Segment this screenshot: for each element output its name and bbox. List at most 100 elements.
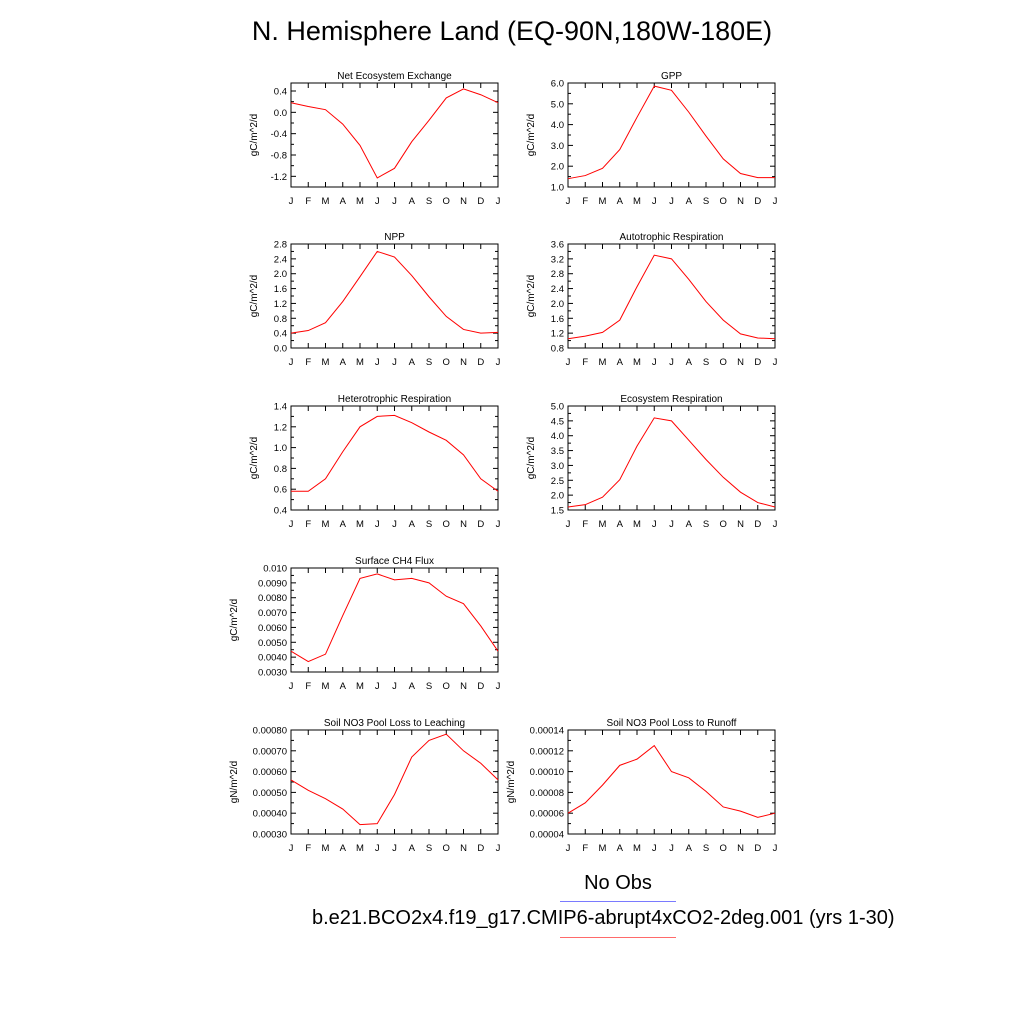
y-tick-label: -0.8 (271, 151, 287, 162)
x-tick-label: J (496, 196, 501, 207)
x-tick-label: J (375, 357, 380, 368)
x-tick-label: J (669, 196, 674, 207)
x-tick-label: D (754, 843, 761, 854)
x-tick-label: F (305, 196, 311, 207)
x-tick-label: M (633, 519, 641, 530)
y-tick-label: 0.00014 (530, 726, 564, 737)
chart-title: NPP (384, 232, 405, 243)
x-tick-label: J (669, 357, 674, 368)
y-tick-label: 0.00070 (253, 746, 287, 757)
y-tick-label: 0.0080 (258, 593, 287, 604)
plot-frame (567, 82, 776, 188)
x-tick-label: J (375, 519, 380, 530)
y-tick-label: 1.2 (274, 422, 287, 433)
x-tick-label: O (443, 843, 450, 854)
legend-obs-label: No Obs (584, 872, 652, 894)
x-tick-label: A (409, 681, 416, 692)
y-tick-label: 0.0070 (258, 608, 287, 619)
x-tick-label: J (566, 519, 571, 530)
y-tick-label: 0.00060 (253, 767, 287, 778)
plot-frame (290, 729, 499, 835)
x-tick-label: N (737, 357, 744, 368)
legend-obs-swatch (560, 901, 676, 902)
x-tick-label: J (392, 196, 397, 207)
x-tick-label: M (322, 357, 330, 368)
x-tick-label: M (599, 196, 607, 207)
plot-frame (290, 567, 499, 673)
x-tick-label: D (477, 196, 484, 207)
chart-title: Ecosystem Respiration (620, 394, 722, 405)
x-tick-label: J (773, 196, 778, 207)
y-tick-label: 2.5 (551, 476, 564, 487)
x-tick-label: A (340, 196, 347, 207)
x-tick-label: F (305, 681, 311, 692)
y-tick-label: 2.0 (551, 491, 564, 502)
x-tick-label: J (773, 357, 778, 368)
y-tick-label: 2.4 (551, 284, 564, 295)
x-tick-label: N (460, 357, 467, 368)
x-tick-label: M (633, 357, 641, 368)
chart-title: GPP (661, 71, 682, 82)
y-tick-label: 6.0 (551, 79, 564, 90)
x-tick-label: M (356, 519, 364, 530)
x-tick-label: O (443, 519, 450, 530)
y-tick-label: 0.00012 (530, 746, 564, 757)
x-tick-label: M (599, 357, 607, 368)
chart-title: Heterotrophic Respiration (338, 394, 451, 405)
y-tick-label: 3.0 (551, 141, 564, 152)
chart-title: Net Ecosystem Exchange (337, 71, 452, 82)
y-axis-label: gN/m^2/d (229, 761, 240, 804)
y-tick-label: 0.00004 (530, 830, 564, 841)
y-tick-label: 4.5 (551, 416, 564, 427)
y-tick-label: 3.2 (551, 254, 564, 265)
y-tick-label: 0.00030 (253, 830, 287, 841)
y-tick-label: -1.2 (271, 172, 287, 183)
x-tick-label: J (289, 843, 294, 854)
x-tick-label: A (340, 357, 347, 368)
series-line (290, 733, 499, 826)
x-tick-label: J (652, 196, 657, 207)
y-axis-label: gC/m^2/d (526, 275, 537, 318)
y-axis-label: gC/m^2/d (526, 114, 537, 157)
chart-panel: Surface CH4 Flux gC/m^2/d 0.0030 0.0040 0.00… (229, 556, 501, 692)
legend-model-label: b.e21.BCO2x4.f19_g17.CMIP6-abrupt4xCO2-2… (312, 907, 895, 929)
x-tick-label: F (305, 843, 311, 854)
plot-frame (290, 243, 499, 349)
x-tick-label: M (599, 843, 607, 854)
y-axis-label: gN/m^2/d (506, 761, 517, 804)
chart-panel: Ecosystem Respiration gC/m^2/d 1.5 2.0 2.5 3.… (526, 394, 778, 530)
series-line (567, 254, 776, 340)
x-tick-label: A (686, 843, 693, 854)
plot-frame (290, 405, 499, 511)
x-tick-label: J (669, 843, 674, 854)
y-tick-label: 2.4 (274, 254, 287, 265)
x-tick-label: J (652, 357, 657, 368)
y-tick-label: 3.5 (551, 446, 564, 457)
x-tick-label: S (703, 843, 709, 854)
x-tick-label: J (773, 519, 778, 530)
x-tick-label: D (754, 357, 761, 368)
page-title: N. Hemisphere Land (EQ-90N,180W-180E) (251, 16, 773, 46)
x-tick-label: J (289, 357, 294, 368)
x-tick-label: S (426, 843, 432, 854)
x-tick-label: J (566, 843, 571, 854)
x-tick-label: A (340, 519, 347, 530)
x-tick-label: F (582, 843, 588, 854)
series-line (290, 88, 499, 179)
series-line (291, 414, 499, 492)
y-tick-label: 0.010 (263, 564, 287, 575)
y-tick-label: -0.4 (271, 129, 287, 140)
x-tick-label: A (409, 196, 416, 207)
x-tick-label: J (289, 681, 294, 692)
x-tick-label: D (477, 681, 484, 692)
x-tick-label: A (340, 681, 347, 692)
x-tick-label: J (289, 519, 294, 530)
x-tick-label: J (566, 196, 571, 207)
x-tick-label: O (720, 196, 727, 207)
x-tick-label: O (720, 357, 727, 368)
y-tick-label: 1.0 (274, 443, 287, 454)
x-tick-label: N (460, 681, 467, 692)
x-tick-label: J (652, 519, 657, 530)
